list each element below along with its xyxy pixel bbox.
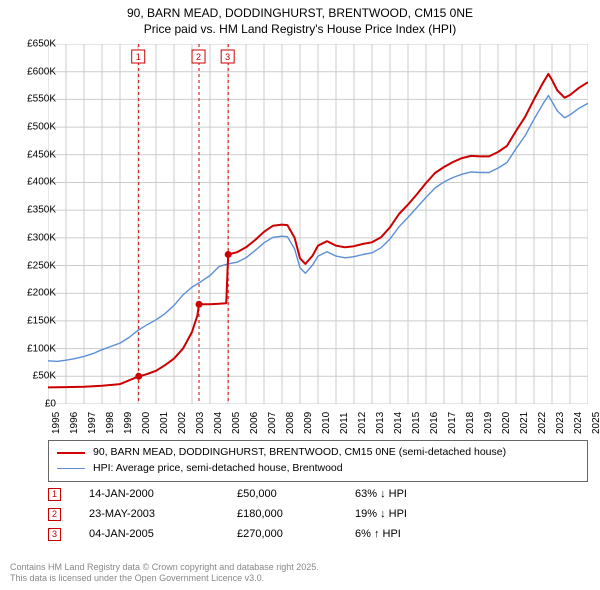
- y-tick-label: £600K: [27, 66, 56, 77]
- x-tick-label: 2003: [195, 412, 206, 434]
- x-tick-label: 1999: [123, 412, 134, 434]
- x-tick-label: 2009: [303, 412, 314, 434]
- x-tick-label: 1995: [51, 412, 62, 434]
- chart-plot-area: 1 2 3: [48, 44, 588, 404]
- title-line-1: 90, BARN MEAD, DODDINGHURST, BRENTWOOD, …: [0, 6, 600, 22]
- y-tick-label: £400K: [27, 177, 56, 188]
- x-tick-label: 2019: [483, 412, 494, 434]
- sale-row: 3 04-JAN-2005 £270,000 6% ↑ HPI: [48, 524, 588, 544]
- x-tick-label: 2025: [591, 412, 600, 434]
- footer-line-2: This data is licensed under the Open Gov…: [10, 573, 319, 584]
- x-tick-label: 2024: [573, 412, 584, 434]
- x-tick-label: 2023: [555, 412, 566, 434]
- chart-svg: 1 2 3: [48, 44, 588, 404]
- sale-delta: 63% ↓ HPI: [355, 488, 445, 500]
- y-tick-label: £300K: [27, 232, 56, 243]
- x-tick-label: 2022: [537, 412, 548, 434]
- x-tick-label: 2018: [465, 412, 476, 434]
- x-tick-label: 2012: [357, 412, 368, 434]
- sale-marker: 3: [48, 528, 61, 541]
- y-tick-label: £550K: [27, 94, 56, 105]
- sales-table: 1 14-JAN-2000 £50,000 63% ↓ HPI 2 23-MAY-2003…: [48, 484, 588, 544]
- y-tick-label: £350K: [27, 205, 56, 216]
- x-tick-label: 2020: [501, 412, 512, 434]
- svg-text:1: 1: [136, 52, 141, 62]
- legend-label: 90, BARN MEAD, DODDINGHURST, BRENTWOOD, …: [93, 445, 506, 461]
- sale-row: 2 23-MAY-2003 £180,000 19% ↓ HPI: [48, 504, 588, 524]
- sale-price: £180,000: [237, 508, 327, 520]
- x-tick-label: 1998: [105, 412, 116, 434]
- sale-date: 23-MAY-2003: [89, 508, 209, 520]
- footer-attribution: Contains HM Land Registry data © Crown c…: [10, 562, 319, 585]
- x-tick-label: 2006: [249, 412, 260, 434]
- y-tick-label: £250K: [27, 260, 56, 271]
- x-tick-label: 2004: [213, 412, 224, 434]
- sale-delta: 6% ↑ HPI: [355, 528, 445, 540]
- legend-row: HPI: Average price, semi-detached house,…: [57, 461, 579, 477]
- y-tick-label: £200K: [27, 288, 56, 299]
- y-tick-label: £50K: [33, 371, 56, 382]
- x-tick-label: 2008: [285, 412, 296, 434]
- sale-date: 14-JAN-2000: [89, 488, 209, 500]
- x-tick-label: 2015: [411, 412, 422, 434]
- legend-row: 90, BARN MEAD, DODDINGHURST, BRENTWOOD, …: [57, 445, 579, 461]
- x-tick-label: 2013: [375, 412, 386, 434]
- sale-delta: 19% ↓ HPI: [355, 508, 445, 520]
- sale-date: 04-JAN-2005: [89, 528, 209, 540]
- sale-row: 1 14-JAN-2000 £50,000 63% ↓ HPI: [48, 484, 588, 504]
- x-tick-label: 2021: [519, 412, 530, 434]
- y-tick-label: £650K: [27, 39, 56, 50]
- y-tick-label: £0: [45, 399, 56, 410]
- x-tick-label: 2010: [321, 412, 332, 434]
- y-tick-label: £500K: [27, 122, 56, 133]
- x-tick-label: 2011: [339, 412, 350, 434]
- x-tick-label: 2002: [177, 412, 188, 434]
- legend-swatch: [57, 452, 85, 454]
- footer-line-1: Contains HM Land Registry data © Crown c…: [10, 562, 319, 573]
- x-tick-label: 1997: [87, 412, 98, 434]
- svg-text:3: 3: [225, 52, 230, 62]
- chart-container: 90, BARN MEAD, DODDINGHURST, BRENTWOOD, …: [0, 0, 600, 590]
- sale-marker: 2: [48, 508, 61, 521]
- x-tick-label: 2005: [231, 412, 242, 434]
- y-tick-label: £150K: [27, 315, 56, 326]
- x-tick-label: 1996: [69, 412, 80, 434]
- x-tick-label: 2017: [447, 412, 458, 434]
- sale-price: £50,000: [237, 488, 327, 500]
- legend-label: HPI: Average price, semi-detached house,…: [93, 461, 343, 477]
- y-tick-label: £450K: [27, 149, 56, 160]
- sale-price: £270,000: [237, 528, 327, 540]
- legend-swatch: [57, 468, 85, 469]
- x-tick-label: 2000: [141, 412, 152, 434]
- legend: 90, BARN MEAD, DODDINGHURST, BRENTWOOD, …: [48, 440, 588, 482]
- chart-title: 90, BARN MEAD, DODDINGHURST, BRENTWOOD, …: [0, 0, 600, 37]
- x-tick-label: 2016: [429, 412, 440, 434]
- x-tick-label: 2001: [159, 412, 170, 434]
- sale-marker: 1: [48, 488, 61, 501]
- y-tick-label: £100K: [27, 343, 56, 354]
- svg-text:2: 2: [196, 52, 201, 62]
- x-tick-label: 2007: [267, 412, 278, 434]
- title-line-2: Price paid vs. HM Land Registry's House …: [0, 22, 600, 38]
- x-tick-label: 2014: [393, 412, 404, 434]
